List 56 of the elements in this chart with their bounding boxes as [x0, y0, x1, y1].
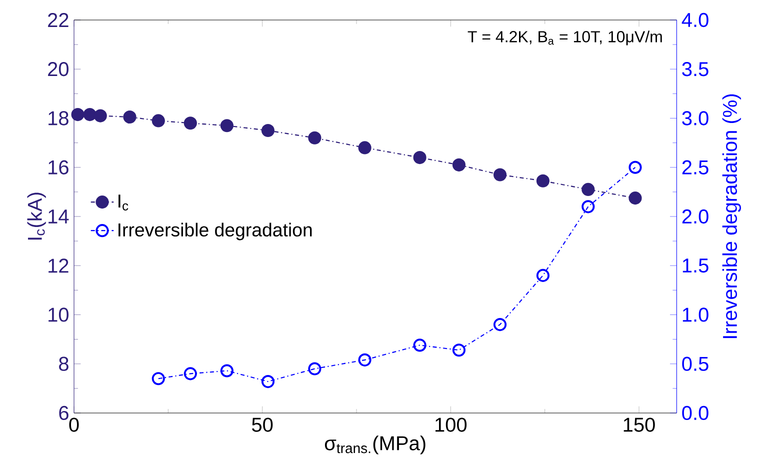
point	[358, 141, 372, 154]
point	[308, 362, 322, 376]
x-tick-label: 150	[624, 418, 655, 432]
point	[83, 108, 96, 122]
y2-tick-label: 2.0	[682, 209, 708, 224]
y2-tick-label: 1.0	[682, 308, 708, 322]
y2-axis-title: Irreversible degradation (%)	[722, 94, 741, 338]
point	[582, 200, 595, 214]
x-tick-label: 0	[69, 418, 79, 432]
point	[628, 160, 642, 174]
y2-tick-label: 0.0	[682, 406, 708, 420]
y2-tick-label: 3.5	[682, 62, 708, 76]
y-tick-label: 6	[59, 406, 68, 420]
point	[358, 353, 372, 366]
point	[308, 131, 322, 144]
point	[220, 364, 234, 378]
y-tick-label: 16	[48, 160, 68, 174]
y-tick-label: 20	[48, 62, 69, 76]
y-tick-label: 12	[48, 258, 68, 273]
legend-label: I$_{c}$	[118, 194, 128, 210]
point	[184, 367, 197, 380]
x-tick-label: 100	[436, 418, 467, 432]
point	[152, 114, 165, 128]
y2-tick-label: 3.0	[682, 111, 708, 126]
point	[536, 268, 550, 282]
point	[94, 109, 107, 122]
point	[493, 318, 507, 332]
point	[261, 124, 275, 138]
point	[628, 192, 642, 205]
y-tick-label: 22	[48, 13, 68, 27]
x-axis-title: σ$_{trans.}$(MPa)	[324, 436, 426, 454]
y-tick-label: 18	[48, 111, 68, 126]
point	[220, 119, 234, 132]
x-tick-label: 50	[252, 418, 273, 432]
point	[413, 151, 426, 164]
point	[582, 182, 595, 196]
point	[152, 372, 165, 386]
y-tick-label: 10	[48, 308, 69, 322]
point	[493, 168, 507, 182]
point	[452, 344, 466, 357]
point	[71, 108, 84, 122]
y2-tick-label: 2.5	[682, 160, 708, 174]
annotation: T = 4.2K, B$_{a}$ = 10T, 10μV/m	[468, 30, 662, 46]
point	[261, 375, 275, 388]
y-tick-label: 8	[59, 356, 68, 371]
y-axis-title: I$_{c}$(kA)	[27, 192, 46, 240]
point	[413, 338, 426, 352]
point	[452, 158, 466, 172]
y2-tick-label: 4.0	[682, 12, 708, 28]
point	[536, 174, 550, 188]
point	[123, 110, 136, 124]
y-tick-label: 14	[48, 210, 69, 224]
point	[184, 116, 197, 130]
y2-tick-label: 0.5	[682, 356, 708, 371]
legend-label: Irreversible degradation	[118, 222, 312, 240]
y2-tick-label: 1.5	[682, 258, 708, 273]
